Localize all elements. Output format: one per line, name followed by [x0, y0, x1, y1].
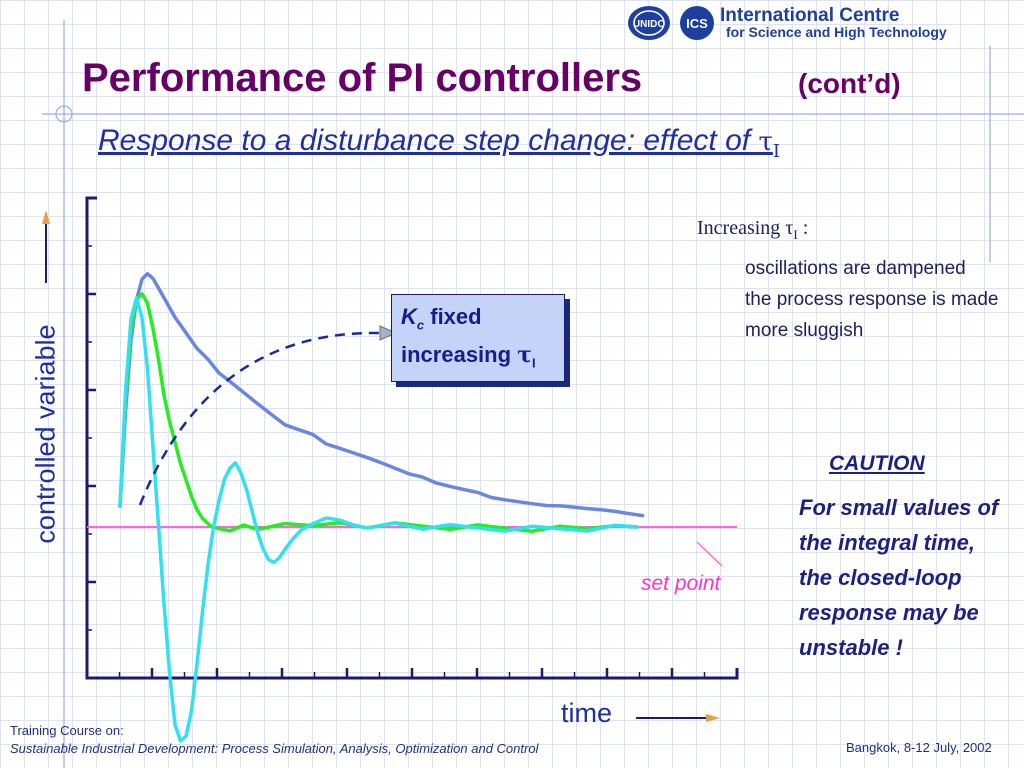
decor-circle: [55, 105, 73, 123]
footer-course: Training Course on: Sustainable Industri…: [10, 722, 538, 758]
heading-text: Increasing: [697, 217, 786, 239]
chart-series: [118, 271, 645, 743]
slide-subtitle: Response to a disturbance step change: e…: [98, 124, 780, 162]
time-axis-arrow-head-icon: [706, 714, 720, 722]
chart-ticks: [87, 245, 706, 678]
ics-logo-text: ICS: [686, 16, 708, 31]
callout-line2: increasing τI: [401, 340, 555, 378]
effect-oscillations: oscillations are dampened: [745, 258, 966, 279]
heading-sub: I: [793, 227, 798, 242]
setpoint-label: set point: [641, 572, 721, 595]
kc-fixed-callout: Kc fixed increasing τI: [391, 294, 565, 382]
kc-subscript: c: [416, 317, 425, 333]
callout-tau-sub: I: [531, 355, 536, 371]
chart-axis-frame: [85, 196, 739, 680]
series-line-2: [118, 292, 639, 533]
caution-text: For small values of the integral time, t…: [799, 495, 999, 660]
unido-logo-icon: UNIDO: [628, 6, 670, 40]
callout-fixed-text: fixed: [424, 304, 482, 329]
effect-sluggish: the process response is made more sluggi…: [745, 289, 999, 341]
slide-title-suffix: (cont’d): [798, 68, 901, 99]
increasing-tau-heading: Increasing τI :: [697, 217, 808, 243]
ics-logo-icon: ICS: [680, 6, 714, 40]
org-name-line1: International Centre: [720, 5, 900, 26]
series-line-3: [118, 296, 639, 743]
caution-title: CAUTION: [829, 452, 925, 475]
callout-line1: Kc fixed: [401, 302, 555, 340]
callout-increasing-text: increasing: [401, 342, 518, 368]
dashed-arrow-head-icon: [379, 325, 398, 341]
org-name-line2: for Science and High Technology: [726, 24, 947, 40]
effects-list: oscillations are dampened the process re…: [745, 253, 1005, 346]
slide-title: Performance of PI controllers: [82, 56, 643, 100]
footer-course-label: Training Course on:: [10, 723, 124, 738]
subtitle-tau: τ: [758, 127, 773, 157]
chart-axes: [85, 196, 739, 680]
header-logos: UNIDO ICS International Centre for Scien…: [626, 4, 982, 42]
footer-location-date: Bangkok, 8-12 July, 2002: [846, 740, 992, 755]
increasing-tau-dashed-arrow: [138, 331, 381, 506]
kc-symbol: K: [401, 304, 417, 329]
subtitle-text: Response to a disturbance step change: e…: [98, 124, 759, 157]
x-axis-label: time: [561, 698, 613, 728]
y-axis-arrow-head-icon: [42, 210, 50, 224]
footer-course-name: Sustainable Industrial Development: Proc…: [10, 741, 539, 756]
unido-logo-text: UNIDO: [633, 19, 665, 30]
heading-tau: τ: [785, 217, 794, 239]
chart-arrows: [42, 210, 723, 722]
callout-tau: τ: [517, 342, 532, 369]
subtitle-sub: I: [772, 141, 780, 162]
y-axis-label: controlled variable: [30, 324, 61, 544]
heading-colon: :: [797, 217, 809, 239]
decorative-lines: [42, 20, 1024, 768]
ics-logo-shape: [680, 6, 714, 40]
series-line-1: [118, 271, 645, 518]
setpoint-pointer-line: [696, 541, 723, 567]
